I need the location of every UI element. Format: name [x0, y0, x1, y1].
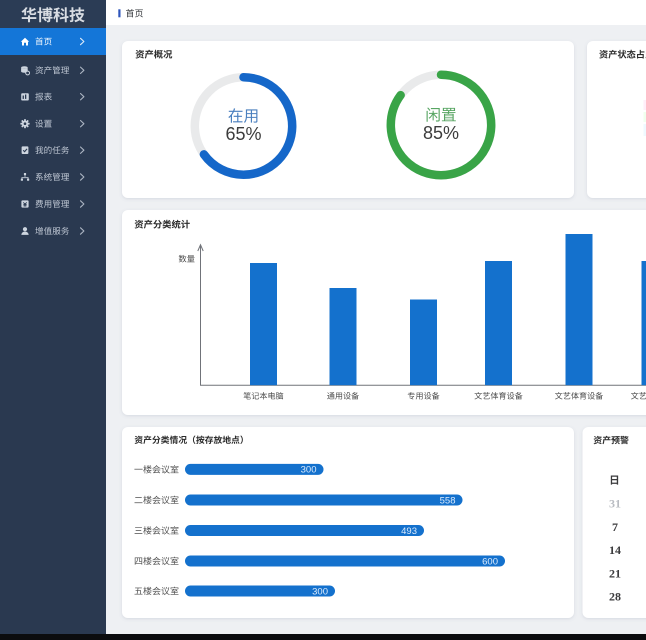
svg-text:65%: 65%: [225, 124, 261, 144]
svg-text:600: 600: [482, 556, 498, 567]
svg-text:31: 31: [609, 497, 621, 511]
svg-text:28: 28: [609, 590, 621, 604]
svg-text:21: 21: [609, 566, 621, 580]
svg-text:85%: 85%: [423, 123, 459, 143]
svg-text:300: 300: [312, 586, 328, 597]
svg-text:493: 493: [401, 526, 417, 537]
svg-text:300: 300: [301, 465, 317, 476]
svg-text:558: 558: [440, 495, 456, 506]
svg-text:14: 14: [609, 543, 621, 557]
svg-text:7: 7: [612, 520, 618, 534]
